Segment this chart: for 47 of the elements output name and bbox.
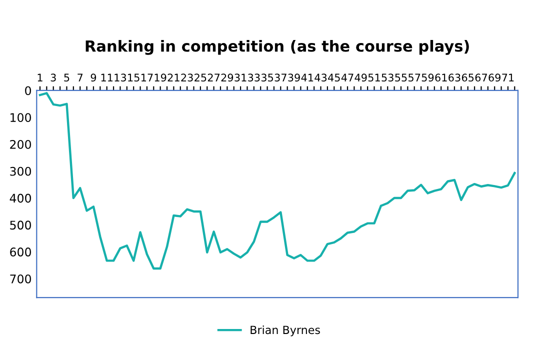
x-tick-label: 59 bbox=[422, 74, 434, 82]
y-tick-label: 600 bbox=[10, 248, 32, 256]
x-tick-label: 11 bbox=[101, 74, 113, 82]
x-tick-label: 51 bbox=[368, 74, 380, 82]
x-tick-label: 39 bbox=[288, 74, 300, 82]
x-tick-label: 49 bbox=[354, 74, 367, 82]
y-tick-label: 0 bbox=[25, 86, 32, 96]
x-tick-label: 53 bbox=[382, 74, 394, 82]
y-tick-label: 500 bbox=[10, 220, 32, 230]
x-tick-label: 5 bbox=[64, 74, 70, 82]
line-series bbox=[38, 92, 516, 270]
x-tick-label: 63 bbox=[448, 74, 460, 82]
x-tick-label: 13 bbox=[114, 74, 126, 82]
x-tick-label: 7 bbox=[78, 74, 83, 82]
x-tick-label: 29 bbox=[221, 74, 234, 82]
x-tick-label: 55 bbox=[395, 74, 407, 82]
x-tick-label: 41 bbox=[301, 74, 314, 82]
x-tick-label: 35 bbox=[261, 74, 274, 82]
x-tick-label: 33 bbox=[248, 74, 260, 82]
x-tick-label: 23 bbox=[181, 74, 193, 82]
x-tick-label: 27 bbox=[208, 74, 220, 82]
x-tick-label: 19 bbox=[154, 74, 166, 82]
y-tick-label: 400 bbox=[10, 194, 32, 203]
x-tick-label: 43 bbox=[314, 74, 327, 82]
x-tick-label: 31 bbox=[234, 74, 246, 82]
x-tick-label: 69 bbox=[488, 74, 500, 82]
y-tick-label: 300 bbox=[10, 166, 32, 176]
x-tick-label: 3 bbox=[50, 74, 56, 82]
x-tick-label: 61 bbox=[435, 74, 447, 82]
x-tick-label: 15 bbox=[128, 74, 140, 82]
x-tick-label: 37 bbox=[274, 74, 286, 82]
x-tick-label: 65 bbox=[462, 74, 474, 82]
x-tick-label: 71 bbox=[502, 74, 514, 82]
legend-label: Brian Byrnes bbox=[250, 326, 320, 336]
x-tick-label: 67 bbox=[475, 74, 487, 82]
y-tick-label: 100 bbox=[10, 113, 32, 122]
y-tick-label: 700 bbox=[10, 274, 32, 284]
x-tick-label: 17 bbox=[141, 74, 153, 82]
chart-title: Ranking in competition (as the course plays) bbox=[86, 40, 469, 55]
x-tick-label: 45 bbox=[328, 74, 340, 82]
x-tick-label: 47 bbox=[341, 74, 354, 82]
x-tick-label: 1 bbox=[38, 74, 42, 82]
x-tick-label: 21 bbox=[168, 74, 180, 82]
x-tick-label: 57 bbox=[408, 74, 420, 82]
y-tick-label: 200 bbox=[10, 140, 32, 149]
x-tick-label: 25 bbox=[194, 74, 206, 82]
x-tick-label: 9 bbox=[90, 74, 96, 82]
